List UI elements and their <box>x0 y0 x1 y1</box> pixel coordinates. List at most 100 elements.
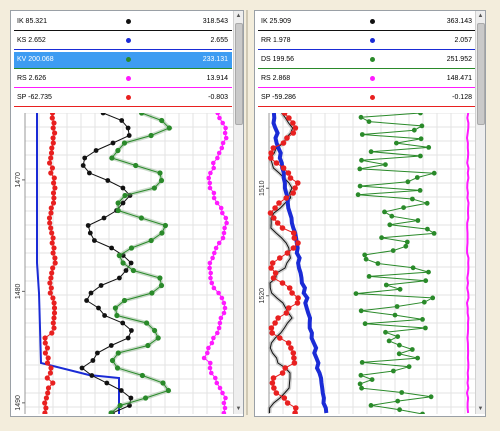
rs-magenta-point <box>210 255 215 261</box>
sp-red-point <box>271 215 277 221</box>
kv-green-point <box>114 365 121 371</box>
sp-red-point <box>51 325 57 331</box>
legend-row[interactable]: KS 2.652 2.655 <box>14 33 232 50</box>
scroll-down-arrow-icon[interactable]: ▼ <box>477 406 484 412</box>
scroll-up-arrow-icon[interactable]: ▲ <box>235 13 242 19</box>
rs-magenta-point <box>211 195 217 201</box>
sp-red-point <box>42 410 48 414</box>
ds-green-point <box>353 291 359 296</box>
ds-green-point <box>389 213 395 219</box>
ik-black-point <box>98 283 104 288</box>
legend-row[interactable]: DS 199.56 251.952 <box>258 52 476 69</box>
sp-red-point <box>272 205 278 211</box>
ds-green-point <box>383 329 388 335</box>
legend-color-line <box>14 30 232 31</box>
legend-row[interactable]: KV 200.068 233.131 <box>14 52 232 69</box>
legend-curve-name: IK 25.909 <box>261 18 291 25</box>
sp-red-point <box>268 150 274 156</box>
ds-green-point <box>397 342 402 348</box>
kv-green-point <box>144 320 150 326</box>
sp-red-point <box>42 400 48 406</box>
right-track-panel[interactable]: IK 25.909 363.143 RR 1.978 2.057 DS 199.56 25… <box>254 10 486 417</box>
legend-curve-value: -0.803 <box>208 94 228 101</box>
rs-magenta-point <box>215 113 220 116</box>
rs-magenta-point <box>209 280 215 286</box>
legend-row[interactable]: SP -62.735 -0.803 <box>14 90 232 107</box>
right-vertical-scrollbar[interactable]: ▲ ▼ <box>475 11 485 414</box>
legend-row[interactable]: RS 2.868 148.471 <box>258 71 476 88</box>
ds-green-point <box>359 385 364 391</box>
kv-green-point <box>115 147 121 154</box>
kv-green-point <box>158 177 165 184</box>
sp-red-point <box>47 370 54 376</box>
ik-black-point <box>125 125 131 131</box>
left-scroll-thumb[interactable] <box>235 23 243 125</box>
sp-red-point <box>277 255 283 261</box>
legend-color-line <box>14 87 232 88</box>
rs-magenta-point <box>208 170 213 176</box>
ds-green-point <box>401 205 406 210</box>
rs-magenta-point <box>223 395 228 401</box>
rs-magenta-point <box>211 335 216 341</box>
sp-red-point <box>281 113 288 116</box>
ik-black-point <box>125 335 131 341</box>
legend-row[interactable]: SP -59.286 -0.128 <box>258 90 476 107</box>
ds-green-point <box>418 113 423 116</box>
scroll-down-arrow-icon[interactable]: ▼ <box>235 406 242 412</box>
ik-black-point <box>95 350 100 356</box>
left-log-plot[interactable]: 1470 1480 1490 <box>11 113 233 414</box>
rs-magenta-point <box>223 215 229 221</box>
ds-green-point <box>405 179 411 185</box>
rs-magenta-point <box>220 390 225 396</box>
sp-red-point <box>269 330 275 336</box>
legend-row[interactable]: RS 2.626 13.914 <box>14 71 232 88</box>
kv-green-point <box>165 387 171 394</box>
rs-magenta-point <box>222 130 228 136</box>
panel-splitter[interactable] <box>246 10 248 415</box>
left-vertical-scrollbar[interactable]: ▲ ▼ <box>233 11 243 414</box>
right-curve-legend[interactable]: IK 25.909 363.143 RR 1.978 2.057 DS 199.56 25… <box>255 11 477 113</box>
legend-color-line <box>14 68 232 69</box>
ik-black-point <box>87 170 92 176</box>
legend-row[interactable]: IK 85.321 318.543 <box>14 14 232 31</box>
sp-red-point <box>270 375 277 381</box>
rs-magenta-point <box>221 310 227 316</box>
rs-magenta-point <box>207 185 213 191</box>
legend-row[interactable]: RR 1.978 2.057 <box>258 33 476 50</box>
sp-red-point <box>274 220 281 226</box>
ds-green-point <box>379 235 384 241</box>
legend-curve-value: 318.543 <box>202 18 228 25</box>
rs-magenta-point <box>214 380 220 386</box>
ds-green-point <box>390 248 396 254</box>
left-track-panel[interactable]: IK 85.321 318.543 KS 2.652 2.655 KV 200.068 2… <box>10 10 244 417</box>
ds-green-point <box>420 411 425 414</box>
sp-red-point <box>290 120 296 126</box>
legend-curve-value: 148.471 <box>446 75 472 82</box>
sp-red-point <box>46 215 53 221</box>
right-log-plot[interactable]: 1510 1520 <box>255 113 477 414</box>
ds-green-point <box>363 256 369 262</box>
ik-black-point <box>126 133 132 138</box>
kv-green-point <box>157 170 163 176</box>
ds-green-point <box>394 140 399 146</box>
left-curve-legend[interactable]: IK 85.321 318.543 KS 2.652 2.655 KV 200.068 2… <box>11 11 233 113</box>
legend-row[interactable]: IK 25.909 363.143 <box>258 14 476 31</box>
scroll-up-arrow-icon[interactable]: ▲ <box>477 13 484 19</box>
ds-green-point <box>369 377 375 382</box>
sp-red-point <box>293 405 299 411</box>
ds-green-point <box>404 239 410 245</box>
legend-marker-dot-icon <box>126 38 131 43</box>
ds-green-point <box>368 403 374 408</box>
sp-red-point <box>51 180 57 186</box>
rs-magenta-point <box>220 210 225 216</box>
right-scroll-thumb[interactable] <box>477 23 485 125</box>
ds-green-point <box>424 200 430 206</box>
ds-green-point <box>397 407 402 413</box>
ds-green-point <box>428 394 434 400</box>
sp-red-point <box>279 225 286 231</box>
legend-color-line <box>14 106 232 107</box>
sp-red-point <box>52 260 58 266</box>
sp-red-point <box>290 245 297 251</box>
ds-green-point <box>358 372 364 378</box>
rs-magenta-point <box>209 340 215 346</box>
